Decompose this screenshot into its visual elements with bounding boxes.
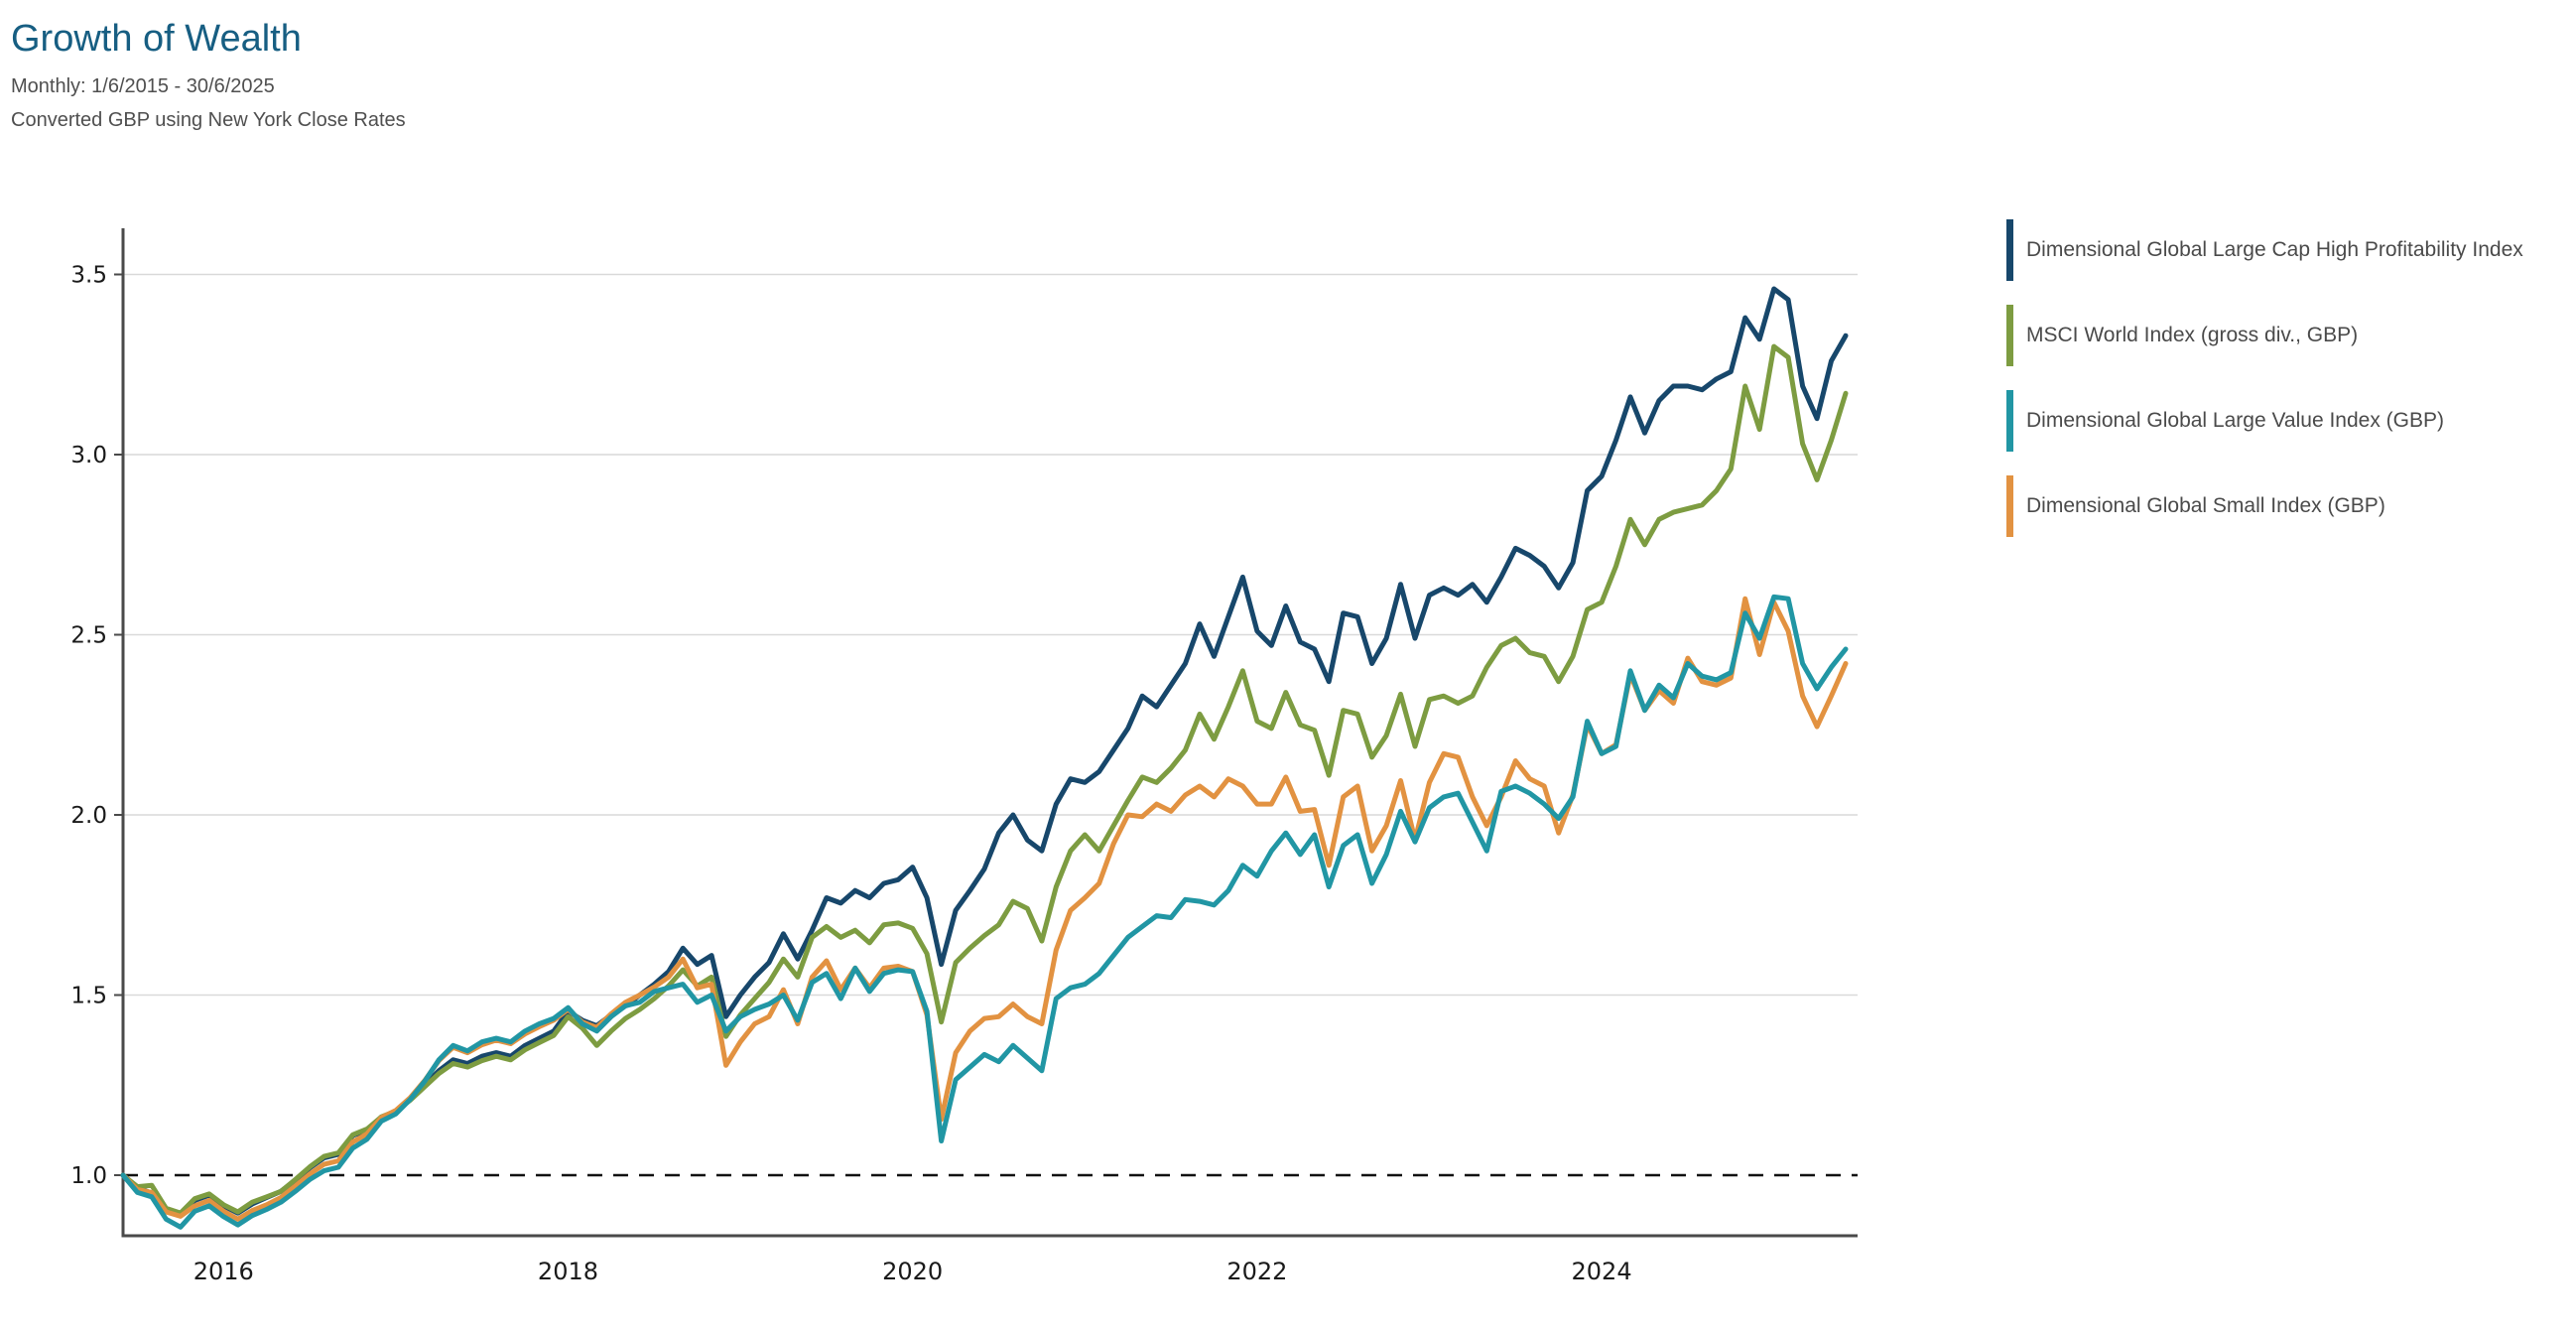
y-tick-label: 1.5 bbox=[70, 984, 107, 1009]
legend-item-dimensional-global-large-value-index-gbp[interactable]: Dimensional Global Large Value Index (GB… bbox=[2006, 390, 2444, 452]
page-title: Growth of Wealth bbox=[11, 18, 302, 60]
x-tick-label: 2016 bbox=[193, 1258, 254, 1285]
x-tick-label: 2018 bbox=[538, 1258, 598, 1285]
legend-swatch-dimensional-global-large-value-index-gbp bbox=[2006, 390, 2013, 452]
y-tick-label: 1.0 bbox=[70, 1163, 107, 1189]
series-line-dimensional-global-large-value-index-gbp bbox=[120, 594, 1849, 1230]
chart-subtitle-currency-note: Converted GBP using New York Close Rates bbox=[11, 109, 406, 131]
legend-item-dimensional-global-small-index-gbp[interactable]: Dimensional Global Small Index (GBP) bbox=[2006, 475, 2385, 537]
legend-swatch-dimensional-global-large-cap-high-profitability-index bbox=[2006, 219, 2013, 281]
x-tick-label: 2020 bbox=[882, 1258, 943, 1285]
series-line-dimensional-global-large-cap-high-profitability-index bbox=[120, 286, 1849, 1217]
legend-swatch-msci-world-index-gross-div-gbp bbox=[2006, 305, 2013, 366]
legend-label: Dimensional Global Large Cap High Profit… bbox=[2026, 238, 2523, 261]
legend-item-msci-world-index-gross-div-gbp[interactable]: MSCI World Index (gross div., GBP) bbox=[2006, 305, 2358, 366]
y-tick-label: 2.5 bbox=[70, 623, 107, 649]
series-line-msci-world-index-gross-div-gbp bbox=[120, 343, 1849, 1216]
series-line-dimensional-global-small-index-gbp bbox=[120, 596, 1849, 1222]
legend-label: MSCI World Index (gross div., GBP) bbox=[2026, 324, 2359, 346]
y-tick-label: 2.0 bbox=[70, 803, 107, 829]
y-tick-label: 3.0 bbox=[70, 443, 107, 468]
x-tick-label: 2022 bbox=[1226, 1258, 1287, 1285]
chart-subtitle-date-range: Monthly: 1/6/2015 - 30/6/2025 bbox=[11, 75, 275, 97]
legend-label: Dimensional Global Large Value Index (GB… bbox=[2026, 409, 2444, 432]
y-tick-label: 3.5 bbox=[70, 263, 107, 289]
legend-label: Dimensional Global Small Index (GBP) bbox=[2026, 494, 2385, 517]
x-tick-label: 2024 bbox=[1572, 1258, 1632, 1285]
legend-swatch-dimensional-global-small-index-gbp bbox=[2006, 475, 2013, 537]
legend-item-dimensional-global-large-cap-high-profitability-index[interactable]: Dimensional Global Large Cap High Profit… bbox=[2006, 219, 2523, 281]
